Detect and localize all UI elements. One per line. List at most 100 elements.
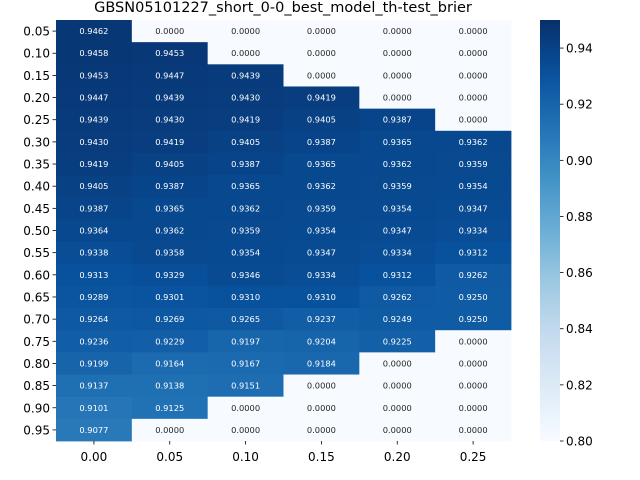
colorbar-gradient [540,20,560,441]
y-tick-label: 0.40 [23,180,50,194]
cell-value-label: 0.0000 [307,425,336,435]
cell-value-label: 0.9359 [231,226,260,236]
heatmap-cell [56,130,133,154]
cell-value-label: 0.0000 [231,425,260,435]
cell-value-label: 0.9419 [231,115,260,125]
heatmap-cell [435,418,512,442]
cell-value-label: 0.0000 [307,381,336,391]
colorbar-tick-label: 0.82 [566,378,593,392]
cell-value-label: 0.9347 [383,226,412,236]
cell-value-label: 0.9453 [155,48,184,58]
heatmap-cell [435,308,512,331]
heatmap-cell [359,130,436,154]
heatmap-cell [131,86,209,110]
y-tick-label: 0.90 [23,401,50,415]
cell-value-label: 0.9365 [383,137,412,147]
heatmap-cell [131,197,209,220]
y-tick-label: 0.10 [23,47,50,61]
cell-value-label: 0.9225 [383,336,412,346]
cell-value-label: 0.9137 [79,381,108,391]
x-tick-label: 0.15 [308,450,335,464]
heatmap-cell [435,197,512,220]
cell-value-label: 0.9365 [231,181,260,191]
cell-value-label: 0.9301 [155,292,184,302]
heatmap-cell-labels: 0.9462 0.0000 0.0000 0.0000 0.0000 0.0000 0.94… [79,26,487,435]
x-tick-label: 0.10 [232,450,259,464]
cell-value-label: 0.9354 [231,248,260,258]
cell-value-label: 0.9354 [307,226,336,236]
heatmap-cell [359,86,436,110]
heatmap-cell [131,42,209,65]
cell-value-label: 0.9405 [307,115,336,125]
cell-value-label: 0.9447 [155,70,184,80]
cell-value-label: 0.0000 [155,425,184,435]
heatmap-cell [207,64,284,87]
cell-value-label: 0.9250 [459,314,488,324]
cell-value-label: 0.9419 [307,93,336,103]
y-tick-label: 0.05 [23,25,50,39]
cell-value-label: 0.0000 [231,26,260,36]
cell-value-label: 0.9354 [383,203,412,213]
y-tick-label: 0.20 [23,91,50,105]
cell-value-label: 0.9405 [79,181,108,191]
heatmap-cell [435,219,512,242]
cell-value-label: 0.9262 [383,292,412,302]
cell-value-label: 0.9229 [155,336,184,346]
heatmap-cell [283,86,360,110]
y-tick-label: 0.70 [23,313,50,327]
cell-value-label: 0.9347 [459,203,488,213]
cell-value-label: 0.0000 [383,403,412,413]
heatmap-cell [359,175,436,198]
cell-value-label: 0.0000 [383,48,412,58]
cell-value-label: 0.9265 [231,314,260,324]
heatmap-cell [131,108,209,132]
cell-value-label: 0.9312 [383,270,412,280]
y-tick-label: 0.95 [23,423,50,437]
cell-value-label: 0.0000 [459,70,488,80]
heatmap-cell [56,42,133,65]
cell-value-label: 0.9430 [155,115,184,125]
x-tick-label: 0.25 [460,450,487,464]
heatmap-cell [56,197,133,220]
heatmap-cell [435,396,512,420]
heatmap-cell [56,330,133,353]
cell-value-label: 0.9387 [155,181,184,191]
cell-value-label: 0.9362 [383,159,412,169]
colorbar-tick-label: 0.94 [566,42,593,56]
cell-value-label: 0.9249 [383,314,412,324]
heatmap-cell [56,20,133,43]
heatmap-cell [283,197,360,220]
y-tick-label: 0.85 [23,379,50,393]
heatmap-cell [56,263,133,287]
cell-value-label: 0.9362 [231,203,260,213]
heatmap-cell [435,108,512,132]
heatmap-cell [207,418,284,442]
cell-value-label: 0.9334 [459,226,488,236]
heatmap-cell [283,108,360,132]
heatmap-cell [56,241,133,265]
cell-value-label: 0.9313 [79,270,108,280]
cell-value-label: 0.9250 [459,292,488,302]
cell-value-label: 0.0000 [459,358,488,368]
heatmap-cell [56,396,133,420]
heatmap-cell [131,64,209,87]
cell-value-label: 0.9458 [79,48,108,58]
cell-value-label: 0.0000 [459,93,488,103]
x-tick-label: 0.00 [81,450,108,464]
cell-value-label: 0.9359 [307,203,336,213]
heatmap-cell [207,241,284,265]
colorbar: 0.80 0.82 0.84 0.86 0.88 0.90 0.92 0.94 [540,20,593,449]
heatmap-cell [283,263,360,287]
heatmap-cell [359,396,436,420]
cell-value-label: 0.9312 [459,248,488,258]
cell-value-label: 0.9310 [231,292,260,302]
cell-value-label: 0.9439 [155,93,184,103]
cell-value-label: 0.9237 [307,314,336,324]
cell-value-label: 0.0000 [307,48,336,58]
heatmap-cell [359,330,436,353]
y-tick-label: 0.60 [23,268,50,282]
heatmap-cell [56,152,133,176]
heatmap-cell [56,219,133,242]
heatmap-cell [283,175,360,198]
